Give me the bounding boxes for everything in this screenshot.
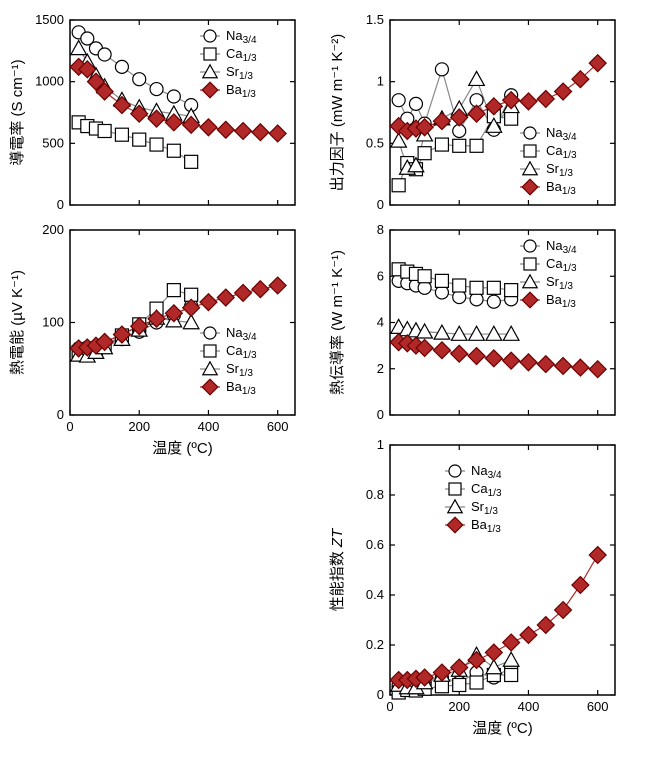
panel-conductivity: 0 500 1000 1500 導電率 (S cm⁻¹) Na3/4Ca1/3Sr1/3B… <box>9 12 295 212</box>
svg-text:0: 0 <box>377 407 384 422</box>
panel-seebeck: 0 200 400 600 0 100 200 熱電能 (µV K⁻¹) 温度 (ºC) Na3/… <box>9 222 295 457</box>
svg-text:200: 200 <box>42 222 64 237</box>
svg-text:温度 (ºC): 温度 (ºC) <box>152 440 212 457</box>
svg-text:4: 4 <box>377 315 384 330</box>
figure-container: 050010001500導電率 (S cm⁻¹)Na3/4Ca1/3Sr1/3B… <box>0 0 645 775</box>
svg-text:600: 600 <box>587 699 609 714</box>
svg-text:Ca1/3: Ca1/3 <box>546 256 577 274</box>
svg-text:性能指数 ZT: 性能指数 ZT <box>329 527 346 611</box>
svg-text:0.5: 0.5 <box>366 135 384 150</box>
svg-text:熱伝導率 (W m⁻¹ K⁻¹): 熱伝導率 (W m⁻¹ K⁻¹) <box>329 250 346 395</box>
svg-text:Na3/4: Na3/4 <box>471 463 502 481</box>
svg-text:Ba1/3: Ba1/3 <box>226 379 256 397</box>
legend-conductivity: Na3/4Ca1/3Sr1/3Ba1/3 <box>200 28 257 100</box>
svg-text:1500: 1500 <box>35 12 64 27</box>
svg-text:Sr1/3: Sr1/3 <box>226 64 253 82</box>
svg-text:1: 1 <box>377 437 384 452</box>
svg-text:200: 200 <box>448 699 470 714</box>
svg-text:Ba1/3: Ba1/3 <box>226 82 256 100</box>
panel-zt: 0 200 400 600 0 0.2 0.4 0.6 0.8 1 性能指数 ZT 温度 (ºC) Na… <box>329 437 615 737</box>
svg-text:Na3/4: Na3/4 <box>546 238 577 256</box>
legend-powerfactor: Na3/4Ca1/3Sr1/3Ba1/3 <box>520 125 577 197</box>
svg-text:1000: 1000 <box>35 74 64 89</box>
legend-seebeck: Na3/4Ca1/3Sr1/3Ba1/3 <box>200 325 257 397</box>
svg-text:温度 (ºC): 温度 (ºC) <box>472 720 532 737</box>
legend-zt: Na3/4Ca1/3Sr1/3Ba1/3 <box>445 463 502 535</box>
svg-text:0: 0 <box>66 419 73 434</box>
svg-text:Sr1/3: Sr1/3 <box>471 499 498 517</box>
svg-text:Ca1/3: Ca1/3 <box>471 481 502 499</box>
svg-text:Ca1/3: Ca1/3 <box>226 46 257 64</box>
svg-text:500: 500 <box>42 135 64 150</box>
svg-text:8: 8 <box>377 222 384 237</box>
svg-text:0: 0 <box>377 197 384 212</box>
svg-text:導電率 (S cm⁻¹): 導電率 (S cm⁻¹) <box>9 59 26 165</box>
svg-text:0: 0 <box>57 407 64 422</box>
svg-text:2: 2 <box>377 361 384 376</box>
svg-text:出力因子 (mW m⁻¹ K⁻²): 出力因子 (mW m⁻¹ K⁻²) <box>329 34 346 191</box>
svg-text:Sr1/3: Sr1/3 <box>226 361 253 379</box>
svg-text:Sr1/3: Sr1/3 <box>546 274 573 292</box>
svg-text:600: 600 <box>267 419 289 434</box>
svg-text:1: 1 <box>377 74 384 89</box>
svg-text:400: 400 <box>198 419 220 434</box>
svg-text:Ba1/3: Ba1/3 <box>546 292 576 310</box>
svg-text:0.4: 0.4 <box>366 587 384 602</box>
panel-powerfactor: 0 0.5 1 1.5 出力因子 (mW m⁻¹ K⁻²) Na3/4Ca1/3Sr1/3… <box>329 12 615 212</box>
svg-text:0.2: 0.2 <box>366 637 384 652</box>
svg-text:400: 400 <box>518 699 540 714</box>
svg-text:1.5: 1.5 <box>366 12 384 27</box>
legend-thermalcond: Na3/4Ca1/3Sr1/3Ba1/3 <box>520 238 577 310</box>
svg-text:熱電能 (µV K⁻¹): 熱電能 (µV K⁻¹) <box>9 270 26 375</box>
svg-text:0: 0 <box>386 699 393 714</box>
svg-text:Ba1/3: Ba1/3 <box>546 179 576 197</box>
svg-text:Sr1/3: Sr1/3 <box>546 161 573 179</box>
svg-text:6: 6 <box>377 268 384 283</box>
svg-text:0.6: 0.6 <box>366 537 384 552</box>
chart-svg: 050010001500導電率 (S cm⁻¹)Na3/4Ca1/3Sr1/3B… <box>0 0 645 775</box>
svg-text:0.8: 0.8 <box>366 487 384 502</box>
svg-text:Ba1/3: Ba1/3 <box>471 517 501 535</box>
svg-text:Ca1/3: Ca1/3 <box>226 343 257 361</box>
svg-text:0: 0 <box>57 197 64 212</box>
svg-text:Ca1/3: Ca1/3 <box>546 143 577 161</box>
panel-thermalcond: 0 2 4 6 8 熱伝導率 (W m⁻¹ K⁻¹) Na3/4Ca1/3Sr1/3Ba1/… <box>329 222 615 422</box>
svg-text:100: 100 <box>42 315 64 330</box>
svg-text:0: 0 <box>377 687 384 702</box>
svg-text:Na3/4: Na3/4 <box>226 325 257 343</box>
svg-text:Na3/4: Na3/4 <box>546 125 577 143</box>
svg-text:200: 200 <box>128 419 150 434</box>
svg-text:Na3/4: Na3/4 <box>226 28 257 46</box>
